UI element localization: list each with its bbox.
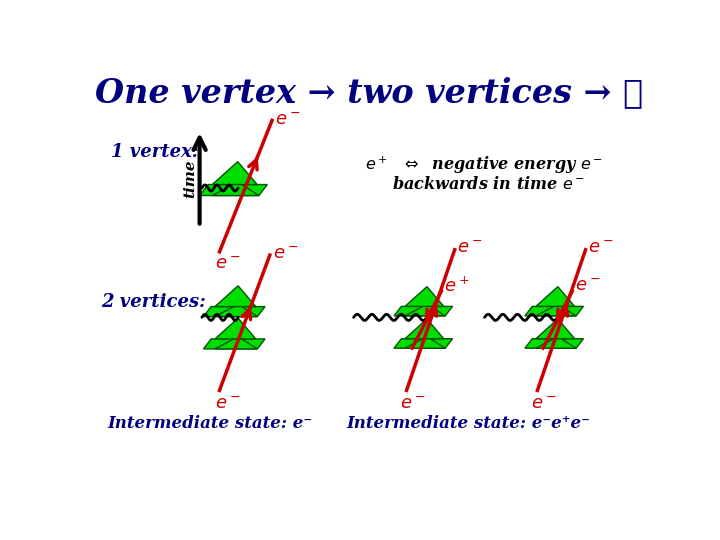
Polygon shape [215, 286, 256, 307]
Polygon shape [536, 287, 575, 306]
Text: $e^-$: $e^-$ [400, 395, 426, 413]
Polygon shape [405, 319, 444, 339]
Text: Intermediate state: e⁻e⁺e⁻: Intermediate state: e⁻e⁺e⁻ [346, 415, 590, 432]
Text: $e^-$: $e^-$ [575, 277, 600, 295]
Polygon shape [405, 304, 445, 316]
Text: backwards in time $e^-$: backwards in time $e^-$ [392, 176, 585, 193]
Polygon shape [405, 336, 445, 348]
Polygon shape [199, 185, 267, 195]
Polygon shape [525, 339, 583, 348]
Polygon shape [215, 336, 257, 349]
Polygon shape [204, 307, 265, 316]
Polygon shape [215, 304, 257, 316]
Text: $e^-$: $e^-$ [588, 239, 613, 257]
Text: $e^-$: $e^-$ [531, 395, 557, 413]
Polygon shape [394, 339, 453, 348]
Text: Intermediate state: e⁻: Intermediate state: e⁻ [107, 415, 312, 432]
Text: time: time [184, 159, 197, 198]
Text: $e^+$: $e^+$ [444, 276, 469, 295]
Text: $e^-$: $e^-$ [275, 111, 301, 129]
Text: 1 vertex:: 1 vertex: [111, 143, 199, 161]
Polygon shape [536, 304, 576, 316]
Text: 2 vertices:: 2 vertices: [101, 293, 206, 312]
Polygon shape [212, 161, 257, 185]
Polygon shape [536, 336, 576, 348]
Polygon shape [212, 182, 259, 195]
Text: One vertex → two vertices → ⋯: One vertex → two vertices → ⋯ [95, 76, 643, 109]
Text: $e^-$: $e^-$ [456, 239, 482, 257]
Polygon shape [525, 306, 583, 316]
Text: $e^+$  $\Leftrightarrow$  negative energy $e^-$: $e^+$ $\Leftrightarrow$ negative energy … [365, 154, 603, 176]
Polygon shape [215, 318, 256, 339]
Text: $e^-$: $e^-$ [215, 395, 240, 413]
Polygon shape [204, 339, 265, 349]
Polygon shape [405, 287, 444, 306]
Text: $e^-$: $e^-$ [273, 245, 298, 262]
Polygon shape [536, 319, 575, 339]
Text: $e^-$: $e^-$ [215, 255, 240, 273]
Polygon shape [394, 306, 453, 316]
